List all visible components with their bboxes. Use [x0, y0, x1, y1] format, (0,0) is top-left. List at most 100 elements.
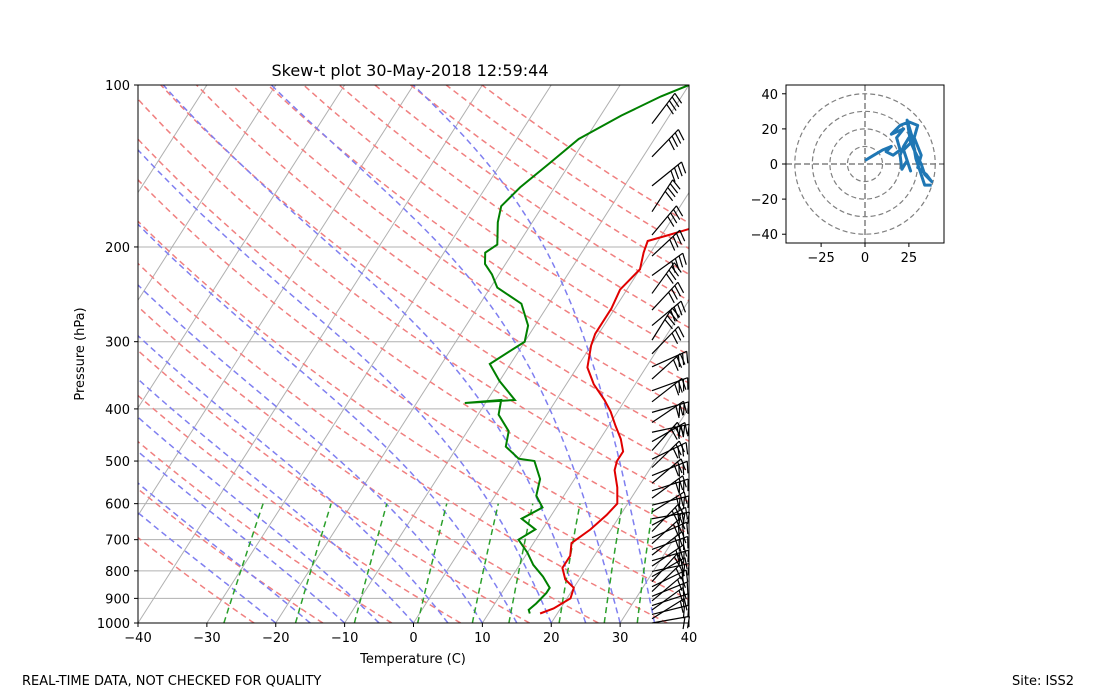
- barb-flag: [682, 252, 687, 265]
- dry-adiabat: [410, 85, 689, 276]
- barb-staff: [651, 350, 687, 368]
- dewpoint-profile: [464, 85, 689, 614]
- barb-flag: [670, 170, 676, 183]
- isotherm: [688, 622, 689, 623]
- temperature-profile: [539, 227, 689, 615]
- wind-barb: [651, 569, 689, 588]
- y-tick-label: 100: [105, 79, 130, 94]
- barb-flag: [686, 582, 689, 595]
- barb-staff: [651, 553, 678, 583]
- barb-staff: [651, 179, 674, 213]
- wind-barb: [651, 521, 689, 539]
- y-tick-label: 500: [105, 455, 130, 470]
- hodograph-ring: [846, 145, 884, 183]
- moist-adiabat: [138, 283, 484, 623]
- barb-flag: [677, 164, 683, 177]
- barb-flag: [684, 557, 688, 570]
- x-tick-label: 30: [612, 631, 629, 646]
- isotherm: [344, 85, 689, 623]
- wind-barb: [651, 179, 681, 213]
- barb-flag: [680, 559, 684, 572]
- moist-adiabat: [138, 416, 380, 623]
- skewt-frame: [137, 84, 690, 624]
- barb-staff: [651, 326, 679, 355]
- barb-staff: [651, 587, 684, 611]
- barb-staff: [651, 353, 681, 380]
- barb-flag: [678, 464, 681, 477]
- y-tick-label: 200: [105, 241, 130, 256]
- barb-flag: [679, 229, 686, 242]
- barb-staff: [651, 593, 689, 607]
- wind-barb: [651, 205, 684, 236]
- site-label: Site: ISS2: [1012, 674, 1075, 689]
- skewt-x-ticks: −40 −30 −20 −10 0 10 20 30 40: [124, 623, 697, 646]
- mixing-ratio-line: [353, 503, 388, 623]
- dry-adiabat: [138, 178, 689, 568]
- barb-flag: [685, 569, 689, 582]
- barb-staff: [651, 205, 677, 236]
- wind-barbs: [651, 92, 691, 630]
- wind-barb: [651, 460, 689, 477]
- y-tick-label: 400: [105, 403, 130, 418]
- barb-flag: [687, 495, 690, 509]
- barb-staff: [651, 521, 687, 539]
- hodo-y-tick-label: 20: [761, 123, 778, 138]
- barb-flag: [674, 285, 681, 297]
- wind-barb: [651, 562, 690, 577]
- dry-adiabat: [195, 85, 689, 443]
- barb-flag: [682, 564, 686, 577]
- barb-flag: [679, 494, 684, 507]
- quality-notice: REAL-TIME DATA, NOT CHECKED FOR QUALITY: [22, 674, 322, 689]
- dry-adiabat: [338, 85, 689, 329]
- wind-barb: [651, 401, 690, 417]
- barb-flag: [684, 422, 688, 435]
- dry-adiabat: [481, 85, 689, 225]
- barb-flag: [684, 507, 689, 520]
- wind-barb: [651, 581, 689, 597]
- y-tick-label: 900: [105, 592, 130, 607]
- barb-staff: [651, 300, 682, 327]
- barb-flag: [680, 161, 687, 174]
- wind-barb: [651, 350, 689, 368]
- hodo-x-tick-label: 25: [901, 251, 918, 266]
- isotherm: [206, 85, 552, 623]
- barb-staff: [651, 421, 678, 451]
- skewt-adiabats: [138, 85, 689, 623]
- wind-barb: [651, 92, 683, 125]
- barb-staff: [651, 581, 688, 597]
- dry-adiabat: [138, 394, 462, 623]
- mixing-ratio-line: [416, 503, 448, 623]
- barb-staff: [651, 569, 687, 588]
- barb-flag: [668, 269, 677, 281]
- hodograph-trace: [864, 118, 934, 187]
- dry-adiabat: [138, 138, 689, 535]
- barb-staff: [651, 564, 680, 592]
- barb-flag: [673, 306, 680, 319]
- barb-flag: [671, 261, 676, 273]
- isotherm: [138, 85, 346, 409]
- dry-adiabat: [374, 85, 689, 302]
- wind-barb: [651, 549, 690, 565]
- barb-flag: [668, 291, 675, 304]
- barb-flag: [667, 187, 676, 198]
- y-tick-label: 800: [105, 565, 130, 580]
- dry-adiabat: [138, 98, 689, 503]
- barb-flag: [676, 521, 683, 533]
- skewt-panel: −40 −30 −20 −10 0 10 20 30 40 100200300400500600…: [73, 61, 697, 667]
- y-axis-label: Pressure (hPa): [73, 307, 88, 400]
- barb-flag: [687, 605, 690, 618]
- barb-flag: [669, 183, 679, 194]
- barb-flag: [682, 497, 686, 510]
- wind-barb: [651, 495, 690, 511]
- barb-staff: [651, 478, 689, 492]
- barb-flag: [672, 359, 679, 371]
- mixing-ratio-line: [471, 503, 500, 623]
- barb-flag: [681, 444, 685, 457]
- barb-flag: [675, 406, 680, 419]
- moist-adiabat: [162, 85, 587, 623]
- barb-flag: [672, 236, 679, 248]
- wind-barb: [651, 161, 687, 187]
- barb-staff: [651, 562, 690, 573]
- barb-flag: [682, 475, 687, 488]
- wind-barb: [651, 229, 686, 257]
